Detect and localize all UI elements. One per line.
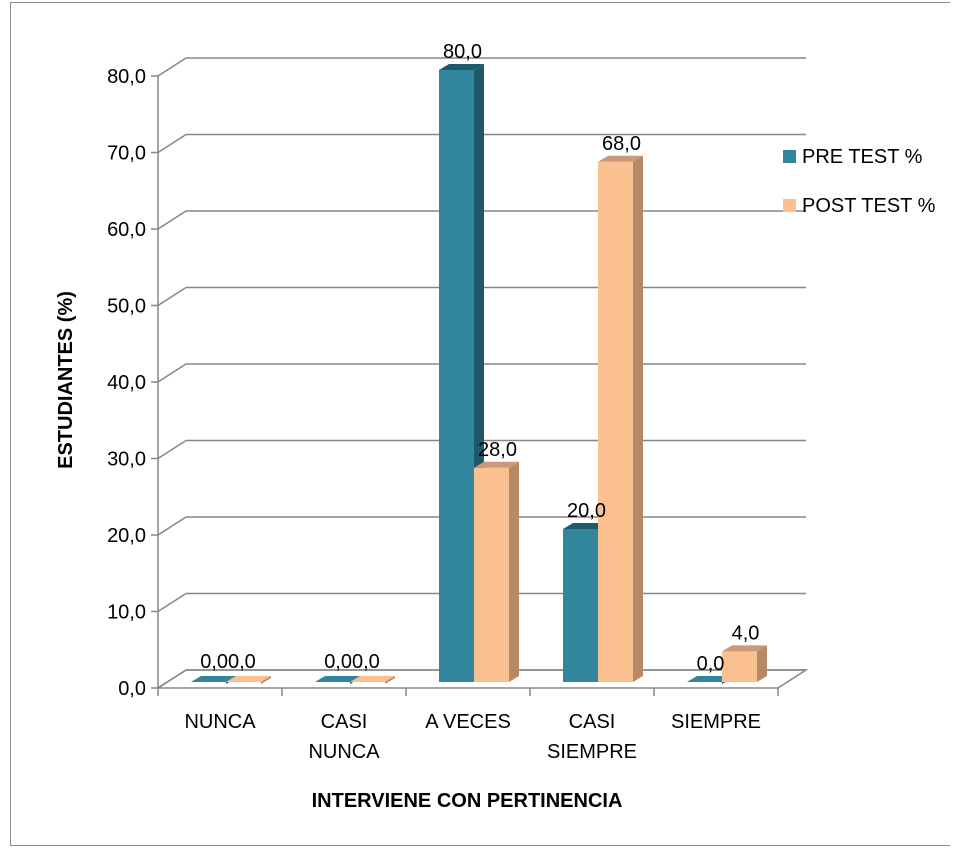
x-category-label: SIEMPRE	[671, 711, 761, 733]
x-category-label: NUNCA	[184, 711, 256, 733]
gridline-connector	[157, 592, 187, 613]
bar-top-pre-test	[439, 64, 484, 70]
legend-swatch-post-test	[783, 199, 796, 212]
x-category-label: CASI NUNCA	[308, 711, 380, 763]
gridline-connector	[157, 363, 187, 383]
bar-top-post-test	[474, 461, 519, 468]
data-label-post-test: 4,0	[732, 622, 760, 644]
data-label-pre-test: 0,0	[697, 653, 725, 675]
y-tick-label: 40,0	[107, 372, 146, 394]
bar-side-post-test	[757, 645, 767, 682]
y-tick-label: 60,0	[107, 219, 146, 241]
data-label-post-test: 68,0	[602, 133, 641, 155]
gridline-connector	[157, 439, 187, 460]
legend: PRE TEST % POST TEST %	[783, 146, 936, 217]
gridline-connector	[157, 516, 187, 536]
y-tick-label: 0,0	[118, 678, 146, 700]
bar-top-pre-test	[687, 676, 732, 682]
y-tick-label: 10,0	[107, 602, 146, 624]
axes: 0,0 10,0 20,0 30,0 40,0 50,0 60,0 70,0 80,0 NUNCA…	[107, 66, 809, 763]
y-tick-label: 80,0	[107, 66, 146, 88]
bar-post-test	[598, 161, 633, 683]
bar-post-test	[722, 651, 757, 682]
chart-floor	[155, 669, 809, 689]
legend-label-post-test: POST TEST %	[802, 195, 936, 217]
x-axis-title: INTERVIENE CON PERTINENCIA	[312, 790, 623, 812]
bar-post-test	[474, 467, 509, 682]
y-tick-label: 20,0	[107, 525, 146, 547]
y-tick-label: 30,0	[107, 449, 146, 471]
bar-top-post-test	[350, 676, 395, 682]
bar-side-post-test	[385, 676, 395, 684]
bar-side-post-test	[261, 676, 271, 684]
bar-top-pre-test	[191, 676, 236, 682]
gridline-connector	[157, 133, 187, 154]
y-tick-label: 70,0	[107, 143, 146, 165]
data-label-pre-test: 20,0	[567, 500, 606, 522]
data-label-post-test: 0,0	[352, 651, 380, 673]
bar-pre-test	[439, 70, 474, 682]
data-label-post-test: 28,0	[478, 439, 517, 461]
x-category-label: A VECES	[425, 711, 511, 733]
bar-top-post-test	[598, 155, 643, 162]
data-label-pre-test: 0,0	[200, 651, 228, 673]
y-axis-title: ESTUDIANTES (%)	[55, 291, 77, 469]
bars	[191, 64, 767, 684]
gridline-connector	[157, 286, 187, 307]
data-label-pre-test: 0,0	[324, 651, 352, 673]
gridline-connector	[157, 210, 187, 230]
x-category-label: CASI SIEMPRE	[547, 711, 637, 763]
bar-top-post-test	[722, 645, 767, 652]
chart-frame	[10, 2, 950, 846]
bar-side-post-test	[509, 461, 519, 682]
y-tick-label: 50,0	[107, 296, 146, 318]
bar-pre-test	[563, 529, 598, 682]
data-labels: 0,0 0,0 0,0 0,080,028,020,068,00,04,0	[200, 41, 759, 675]
data-label-post-test: 0,0	[228, 651, 256, 673]
legend-swatch-pre-test	[783, 150, 796, 163]
bar-top-post-test	[226, 676, 271, 682]
gridline-connector	[157, 57, 187, 77]
data-label-pre-test: 80,0	[443, 41, 482, 63]
legend-label-pre-test: PRE TEST %	[802, 146, 923, 168]
bar-top-pre-test	[563, 523, 608, 529]
bar-top-pre-test	[315, 676, 360, 682]
bar-side-post-test	[633, 155, 643, 683]
